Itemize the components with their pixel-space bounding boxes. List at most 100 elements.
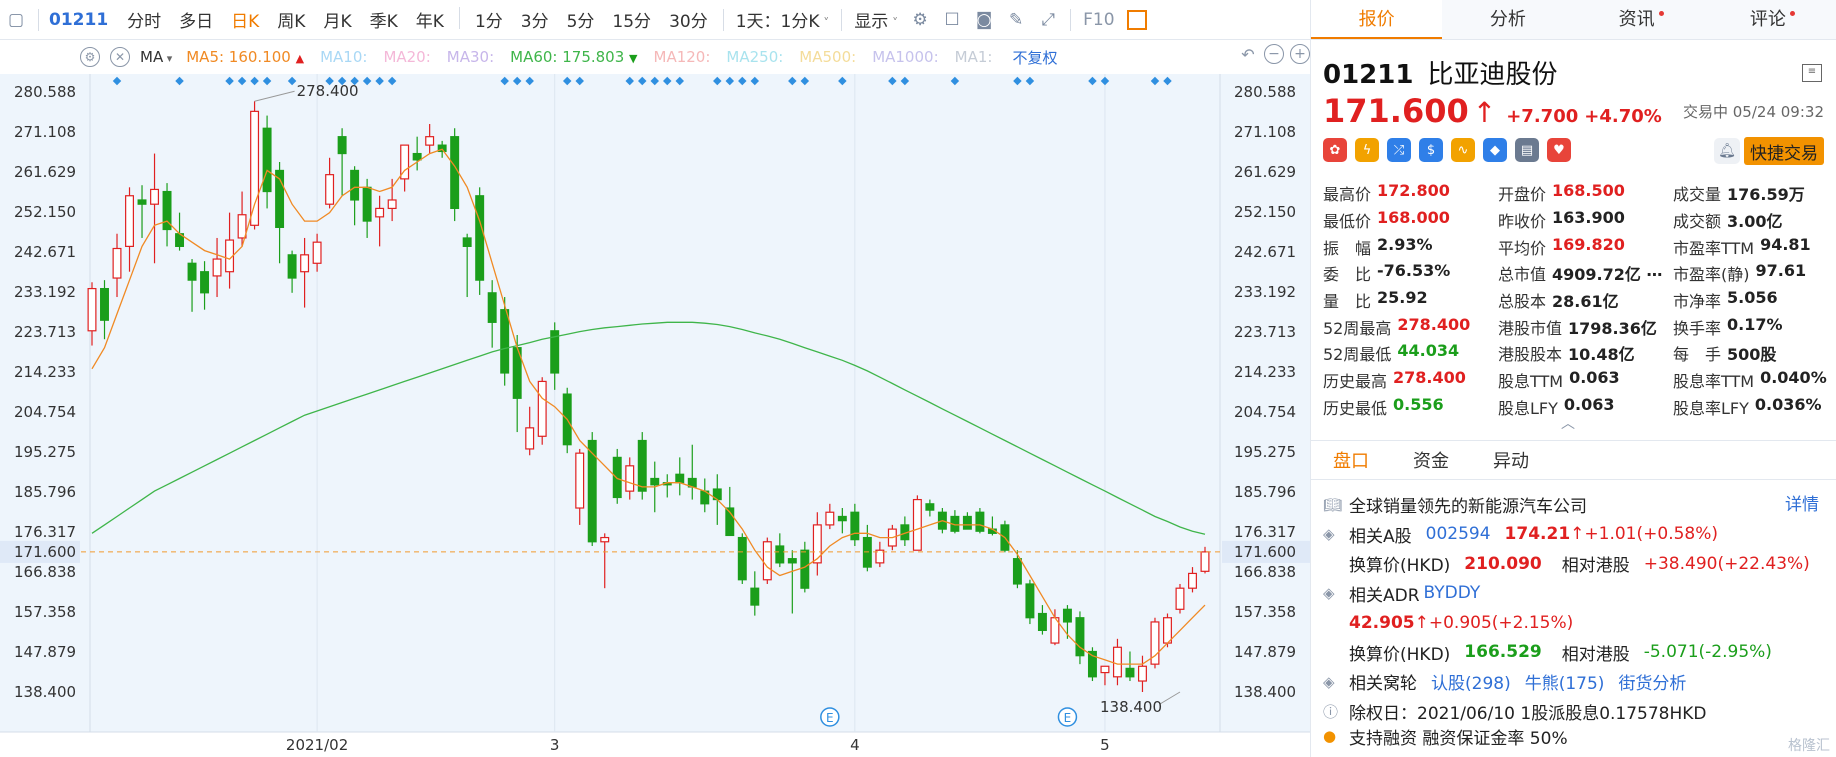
y-tick-label-left: 252.150 xyxy=(14,203,76,221)
period-tab[interactable]: 分时 xyxy=(127,12,162,32)
close-icon[interactable]: ✕ xyxy=(110,47,130,67)
y-tick-label-left: 185.796 xyxy=(14,483,76,501)
adjust-select[interactable]: 不复权 xyxy=(1012,48,1058,67)
ma120-label[interactable]: MA120: xyxy=(653,48,711,66)
candle-body xyxy=(475,195,485,281)
ma20-label[interactable]: MA20: xyxy=(383,48,431,66)
panel-tab[interactable]: 报价 xyxy=(1311,0,1443,39)
bell-icon[interactable]: 🔔︎ xyxy=(1714,138,1740,164)
period-tab[interactable]: 周K xyxy=(277,12,306,32)
stat-cell: 总市值 4909.72亿 ⋯ xyxy=(1498,261,1673,285)
undo-icon[interactable]: ↶ xyxy=(1241,44,1255,64)
stat-value: 0.040% xyxy=(1760,368,1827,388)
ma5-label[interactable]: MA5: 160.100 ▲ xyxy=(186,48,304,66)
candle-body xyxy=(412,152,422,161)
panel-tab[interactable]: 评论 xyxy=(1705,0,1836,39)
warrant-bull-link[interactable]: 牛熊(175) xyxy=(1524,674,1605,695)
zoom-in-icon[interactable]: + xyxy=(1290,44,1310,64)
shuffle-icon[interactable]: ⤮ xyxy=(1387,138,1411,162)
collapse-chevron-icon[interactable]: ︿ xyxy=(1561,416,1575,432)
stat-value: 163.900 xyxy=(1552,208,1625,228)
stat-value: 25.92 xyxy=(1377,288,1428,308)
period-tab[interactable]: 15分 xyxy=(612,12,652,32)
period-tab[interactable]: 多日 xyxy=(179,12,214,32)
heart-icon[interactable]: ♥ xyxy=(1547,138,1571,162)
layers-icon: ◈ xyxy=(1323,584,1335,603)
stat-label: 量 比 xyxy=(1323,292,1372,312)
gear-icon[interactable]: ⚙ xyxy=(912,9,928,30)
y-tick-label-right: 223.713 xyxy=(1234,323,1296,341)
stat-cell: 换手率 0.17% xyxy=(1673,315,1829,339)
period-tab[interactable]: 日K xyxy=(231,12,260,32)
hk-flower-icon[interactable]: ✿ xyxy=(1323,138,1347,162)
y-tick-label-right: 157.358 xyxy=(1234,603,1296,621)
adr-code-link[interactable]: BYDDY xyxy=(1423,583,1481,604)
detail-link[interactable]: 详情 xyxy=(1785,495,1819,515)
stat-label: 振 幅 xyxy=(1323,238,1372,258)
ma30-label[interactable]: MA30: xyxy=(446,48,495,66)
candle-body xyxy=(875,549,885,564)
period-tab[interactable]: 1分 xyxy=(474,12,503,32)
stats-row: 52周最低 44.034 港股股本 10.48亿每 手 500股 xyxy=(1323,340,1829,367)
panel-tab[interactable]: 资讯 xyxy=(1574,0,1705,39)
panel-menu-icon[interactable]: ≡ xyxy=(1802,64,1822,82)
candle-body xyxy=(112,247,122,279)
interval-select[interactable]: 1天：1分K xyxy=(730,7,836,32)
stat-value: 4909.72亿 ⋯ xyxy=(1552,265,1663,285)
period-tab[interactable]: 年K xyxy=(415,12,444,32)
a-share-code-link[interactable]: 002594 xyxy=(1425,524,1491,545)
candle-body xyxy=(1200,551,1210,572)
warrant-call-link[interactable]: 认股(298) xyxy=(1431,674,1511,695)
up-arrow-icon: ↑ xyxy=(1472,96,1497,129)
trend-icon[interactable]: ∿ xyxy=(1451,138,1475,162)
quick-trade-button[interactable]: 快捷交易 xyxy=(1744,137,1824,165)
ma60-label[interactable]: MA60: 175.803 ▼ xyxy=(510,48,637,66)
candle-body xyxy=(675,473,685,484)
pen-icon[interactable]: ✎ xyxy=(1009,9,1024,30)
sub-tab[interactable]: 资金 xyxy=(1413,451,1449,472)
dollar-icon[interactable]: $ xyxy=(1419,138,1443,162)
period-tab[interactable]: 月K xyxy=(323,12,352,32)
stat-label: 最高价 xyxy=(1323,185,1372,205)
sub-tab[interactable]: 异动 xyxy=(1493,451,1529,472)
ma1-label[interactable]: MA1: xyxy=(954,48,993,66)
panel-toggle-icon[interactable] xyxy=(1126,9,1147,30)
ma1000-label[interactable]: MA1000: xyxy=(872,48,939,66)
indicator-type-select[interactable]: MA xyxy=(140,48,172,66)
sub-tab[interactable]: 盘口 xyxy=(1333,451,1369,472)
candle-body xyxy=(387,199,397,210)
kline-chart[interactable]: 2021/02 3 4 5 280.588 280.588 271.108 271.108 26… xyxy=(0,72,1310,757)
sidebar-toggle-icon[interactable]: ▢ xyxy=(7,9,25,30)
fullscreen-icon[interactable]: ⤢ xyxy=(1041,9,1055,30)
layout-icon[interactable]: ☐ xyxy=(944,9,960,30)
book-icon[interactable]: ▤ xyxy=(1515,138,1539,162)
stock-code-tab[interactable]: 01211 xyxy=(49,9,109,30)
stat-label: 成交量 xyxy=(1673,185,1722,205)
display-menu[interactable]: 显示 xyxy=(848,7,904,32)
warrant-street-link[interactable]: 街货分析 xyxy=(1618,674,1687,695)
period-tab[interactable]: 5分 xyxy=(566,12,595,32)
panel-tab[interactable]: 分析 xyxy=(1442,0,1573,39)
tag-icon[interactable]: ◆ xyxy=(1483,138,1507,162)
period-tab[interactable]: 3分 xyxy=(520,12,549,32)
f10-button[interactable]: F10 xyxy=(1083,9,1115,30)
period-tab[interactable]: 30分 xyxy=(669,12,708,32)
ma250-label[interactable]: MA250: xyxy=(726,48,784,66)
zoom-out-icon[interactable]: − xyxy=(1264,44,1284,64)
stat-cell: 港股市值 1798.36亿 xyxy=(1498,315,1673,339)
x-tick-label: 4 xyxy=(850,736,860,754)
stats-row: 量 比 25.92 总股本 28.61亿 市净率 5.056 xyxy=(1323,287,1829,314)
stat-label: 总股本 xyxy=(1498,292,1547,312)
ma500-label[interactable]: MA500: xyxy=(799,48,857,66)
stat-cell: 市盈率TTM 94.81 xyxy=(1673,235,1829,259)
event-marker-icon[interactable] xyxy=(1057,707,1078,727)
candle-body xyxy=(325,174,335,205)
stat-label: 港股股本 xyxy=(1498,345,1563,365)
period-tab[interactable]: 季K xyxy=(369,12,398,32)
camera-icon[interactable]: ◙ xyxy=(975,9,993,30)
event-marker-icon[interactable] xyxy=(820,707,840,727)
settings-icon[interactable]: ⚙ xyxy=(80,47,100,67)
lightning-icon[interactable]: ϟ xyxy=(1355,138,1379,162)
ma10-label[interactable]: MA10: xyxy=(320,48,368,66)
stat-value: 10.48亿 xyxy=(1568,345,1635,365)
